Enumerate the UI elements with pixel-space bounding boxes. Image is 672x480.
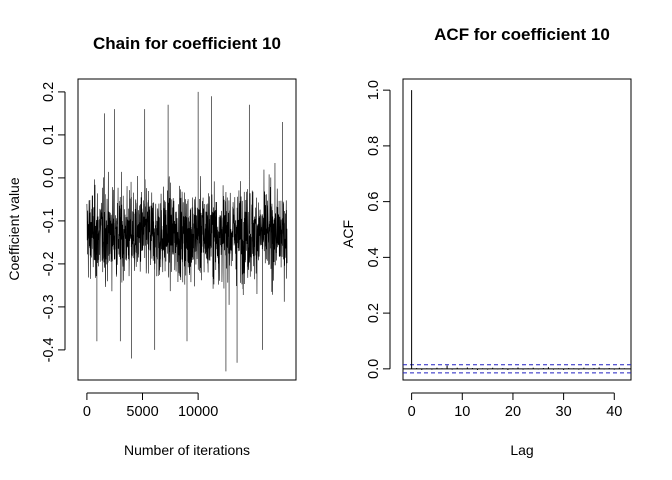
trace-x-tick-label: 5000	[126, 404, 158, 420]
trace-y-tick-label: -0.2	[41, 251, 57, 276]
acf-y-label: ACF	[340, 220, 356, 248]
acf-y-tick-label: 0.2	[366, 303, 382, 323]
acf-x-tick-label: 40	[606, 404, 622, 420]
acf-y-tick-label: 1.0	[366, 80, 382, 100]
trace-panel: Chain for coefficient 10 0 5000 10000 -0.4…	[6, 34, 297, 458]
acf-x-tick-label: 20	[505, 404, 521, 420]
trace-y-axis: -0.4 -0.3 -0.2 -0.1 0.0 0.1 0.2	[41, 82, 66, 362]
acf-marks	[403, 90, 631, 374]
acf-x-axis: 0 10 20 30 40	[408, 392, 622, 420]
acf-x-label: Lag	[510, 442, 533, 458]
trace-x-label: Number of iterations	[124, 442, 250, 458]
trace-y-label: Coefficient value	[6, 177, 22, 280]
trace-y-tick-label: 0.2	[41, 82, 57, 102]
acf-x-tick-label: 0	[408, 404, 416, 420]
trace-plot-frame	[77, 78, 297, 381]
acf-plot-frame	[402, 78, 632, 381]
acf-x-tick-label: 10	[454, 404, 470, 420]
trace-title: Chain for coefficient 10	[93, 34, 281, 53]
trace-y-tick-label: -0.4	[41, 337, 57, 362]
trace-x-tick-label: 10000	[178, 404, 218, 420]
trace-x-axis: 0 5000 10000	[83, 392, 218, 420]
acf-y-tick-label: 0.0	[366, 359, 382, 379]
acf-y-tick-label: 0.8	[366, 136, 382, 156]
acf-y-axis: 0.0 0.2 0.4 0.6 0.8 1.0	[366, 80, 391, 379]
trace-y-tick-label: -0.3	[41, 294, 57, 319]
acf-title: ACF for coefficient 10	[434, 25, 610, 44]
trace-y-tick-label: 0.0	[41, 168, 57, 188]
acf-y-tick-label: 0.6	[366, 192, 382, 212]
acf-x-tick-label: 30	[556, 404, 572, 420]
acf-y-tick-label: 0.4	[366, 247, 382, 267]
trace-y-tick-label: 0.1	[41, 125, 57, 145]
trace-y-tick-label: -0.1	[41, 208, 57, 233]
acf-panel: ACF for coefficient 10 0 10 20 30 40 0.00.20…	[340, 25, 632, 458]
trace-series-line	[86, 91, 288, 372]
trace-x-tick-label: 0	[83, 404, 91, 420]
